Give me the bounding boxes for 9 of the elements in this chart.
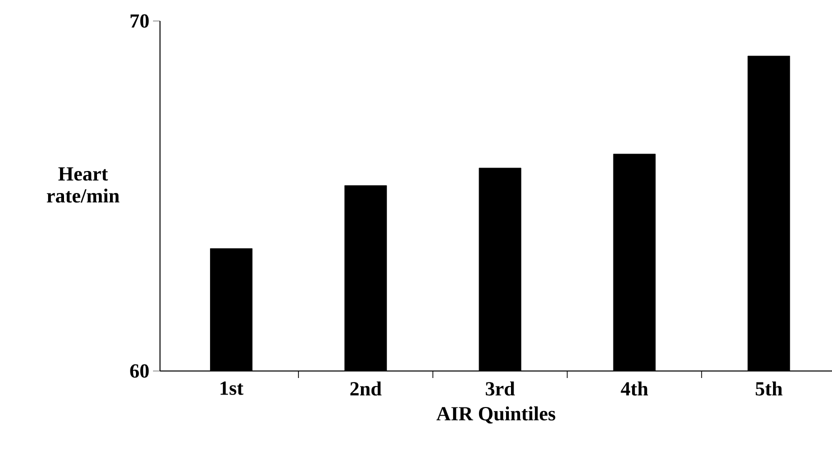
y-tick-label: 60 (130, 364, 149, 378)
x-tick-label: 3rd (486, 382, 515, 396)
x-axis-title: AIR Quintiles (436, 406, 556, 424)
y-axis-title: Heart rate/min (46, 167, 120, 203)
x-tick-label: 2nd (350, 382, 382, 396)
y-tick-label: 70 (130, 14, 149, 28)
x-tick-label: 1st (220, 382, 244, 395)
x-tick-label: 5th (756, 382, 782, 396)
x-tick-label: 4th (620, 382, 648, 396)
